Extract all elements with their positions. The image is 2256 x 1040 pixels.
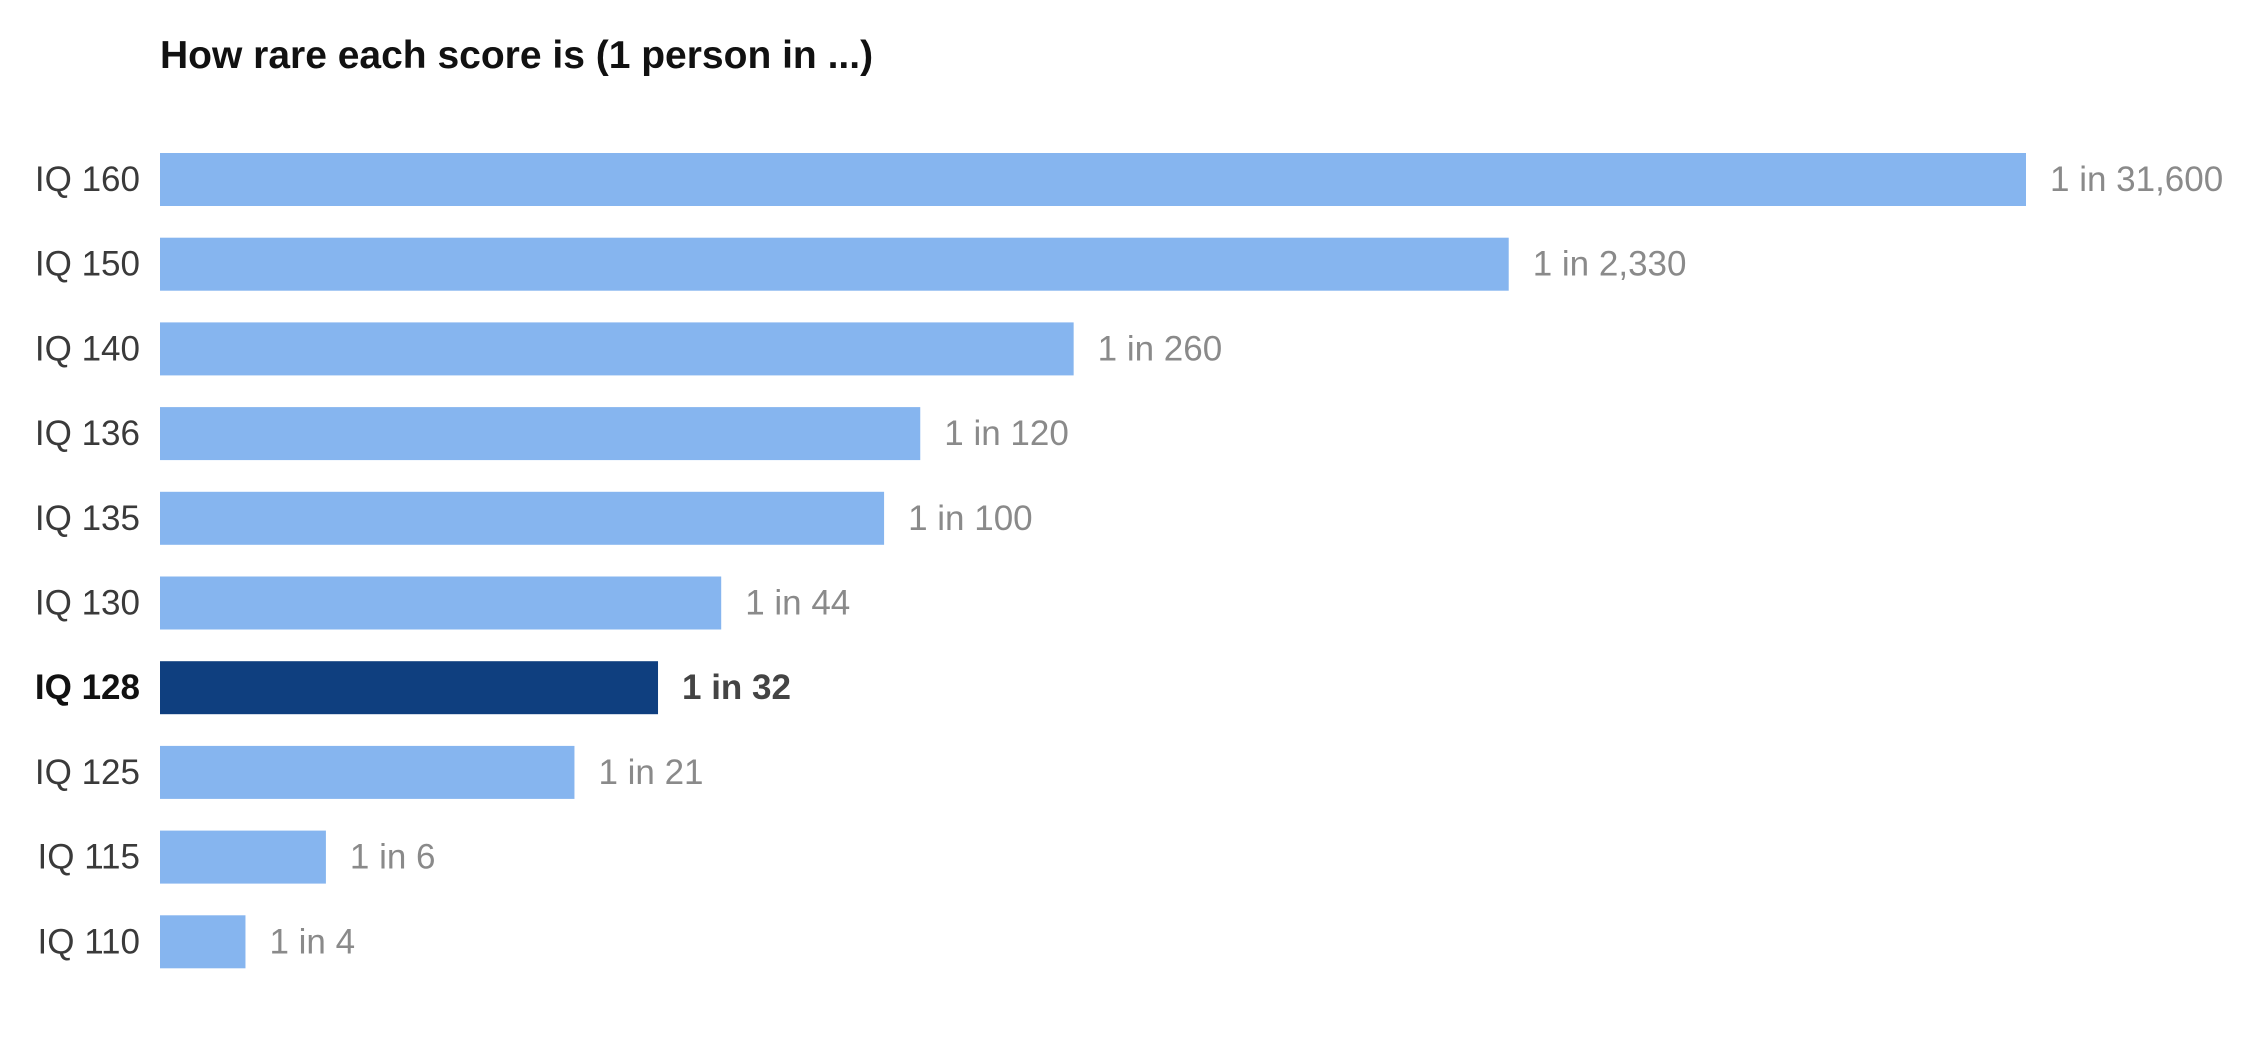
value-label: 1 in 260 [1098, 329, 1223, 368]
chart-title: How rare each score is (1 person in ...) [160, 34, 874, 77]
bar-iq-160 [160, 153, 2026, 206]
category-label: IQ 160 [35, 160, 140, 199]
bar-iq-140 [160, 322, 1074, 376]
category-label: IQ 115 [38, 838, 140, 877]
bar-iq-128 [160, 661, 659, 715]
bar-iq-115 [160, 830, 326, 884]
category-label: IQ 130 [35, 584, 140, 623]
category-label: IQ 128 [35, 668, 140, 707]
bar-iq-125 [160, 745, 575, 799]
value-label: 1 in 100 [908, 499, 1033, 538]
value-label: 1 in 21 [598, 753, 703, 792]
bars-layer: IQ 160 1 in 31,600 IQ 150 1 in 2,330 IQ 140 1… [35, 153, 2223, 969]
bar-iq-136 [160, 407, 921, 461]
bar-iq-110 [160, 915, 246, 969]
value-label: 1 in 31,600 [2050, 160, 2223, 199]
category-label: IQ 110 [38, 922, 140, 961]
category-label: IQ 135 [35, 499, 140, 538]
bar-iq-135 [160, 491, 885, 545]
value-label: 1 in 4 [269, 922, 355, 961]
value-label: 1 in 6 [350, 838, 436, 877]
value-label: 1 in 2,330 [1533, 245, 1687, 284]
bar-iq-150 [160, 237, 1509, 291]
category-label: IQ 125 [35, 753, 140, 792]
value-label: 1 in 44 [745, 584, 850, 623]
category-label: IQ 150 [35, 245, 140, 284]
category-label: IQ 140 [35, 329, 140, 368]
bar-iq-130 [160, 576, 722, 630]
value-label: 1 in 120 [944, 414, 1069, 453]
value-label: 1 in 32 [682, 668, 791, 707]
category-label: IQ 136 [35, 414, 140, 453]
